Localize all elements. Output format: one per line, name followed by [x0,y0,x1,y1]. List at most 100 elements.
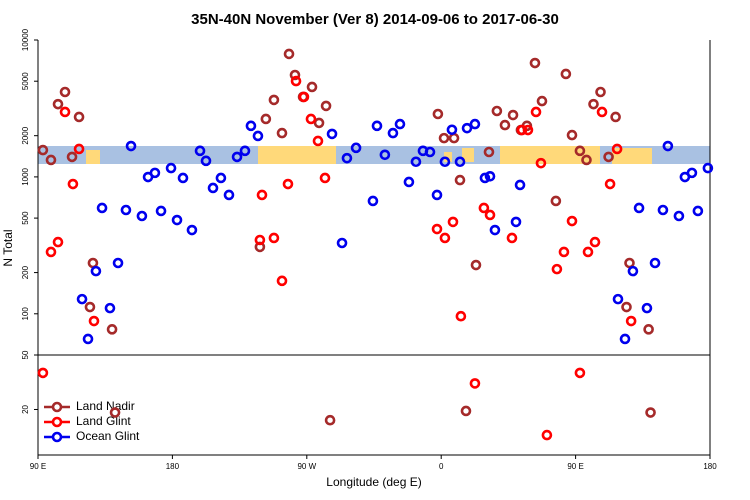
data-point [45,246,57,258]
data-point [52,236,64,248]
y-tick-label: 1000 [21,167,30,185]
data-point [438,132,450,144]
data-point [367,195,379,207]
data-point [149,167,161,179]
x-tick-label: 90 E [567,462,583,471]
data-point [37,367,49,379]
data-point [136,210,148,222]
data-point [535,157,547,169]
data-point [387,127,399,139]
data-point [125,140,137,152]
data-point [109,407,121,418]
data-point [66,151,78,163]
data-point [484,171,496,182]
data-point [37,144,49,156]
data-point [641,302,653,314]
data-point [619,333,631,345]
data-point [510,216,522,228]
data-point [403,176,415,188]
data-point [171,214,183,226]
data-point [306,81,318,93]
data-point [350,142,362,154]
data-point [460,405,472,417]
x-tick-label: 180 [166,462,180,471]
data-point [155,205,167,217]
data-point [341,152,353,164]
data-point [627,265,639,277]
data-point [455,310,467,322]
data-point [483,146,495,158]
x-tick-label: 90 E [30,462,46,471]
land-band [444,152,452,162]
data-point [514,179,526,191]
data-point [470,259,482,271]
data-point [394,118,406,130]
legend-label: Land Nadir [76,399,135,413]
data-point [336,237,348,249]
data-point [604,178,616,190]
data-point [283,48,295,60]
data-point [194,145,206,157]
data-point [439,156,451,168]
data-point [536,95,548,107]
data-point [624,257,635,269]
data-point [529,57,541,69]
data-point [589,236,601,248]
data-point [177,172,189,184]
data-point [73,111,85,123]
land-band [612,148,652,164]
data-point [649,257,661,269]
x-tick-label: 0 [439,462,444,471]
chart-title: 35N-40N November (Ver 8) 2014-09-06 to 2… [191,11,559,28]
data-point [673,210,685,222]
legend-label: Land Glint [76,414,131,428]
data-point [446,124,458,136]
data-point [566,215,578,227]
data-point [276,275,288,287]
data-point [507,109,519,121]
data-point [112,257,124,269]
data-point [59,86,71,98]
data-point [82,333,94,345]
data-point [313,117,325,129]
data-point [289,69,301,81]
data-point [541,429,553,441]
data-point [454,156,466,168]
legend-swatch [51,431,63,443]
data-point [479,172,491,184]
data-point [439,232,451,244]
data-point [52,98,64,110]
legend-swatch [51,401,63,413]
data-point [260,113,272,125]
y-tick-label: 2000 [21,126,30,144]
data-point [73,143,85,155]
y-tick-label: 500 [21,211,30,225]
data-point [104,302,116,314]
data-point [603,151,614,163]
y-tick-label: 10000 [21,28,30,51]
data-point [424,146,436,158]
data-point [239,145,251,157]
data-point [186,224,198,236]
data-point [231,151,243,163]
data-point [522,124,534,136]
x-tick-label: 180 [703,462,717,471]
data-point [558,246,570,258]
data-point [574,145,586,157]
data-point [254,234,266,246]
data-point [657,204,669,216]
land-band [86,150,100,164]
y-tick-label: 50 [21,350,30,359]
data-point [319,172,331,184]
data-point [45,154,57,166]
data-point [90,265,102,277]
data-point [59,106,71,118]
data-point [76,293,88,305]
data-point [595,86,606,98]
data-point [200,155,212,167]
data-point [506,232,518,244]
data-point [215,172,227,184]
data-point [447,216,459,228]
